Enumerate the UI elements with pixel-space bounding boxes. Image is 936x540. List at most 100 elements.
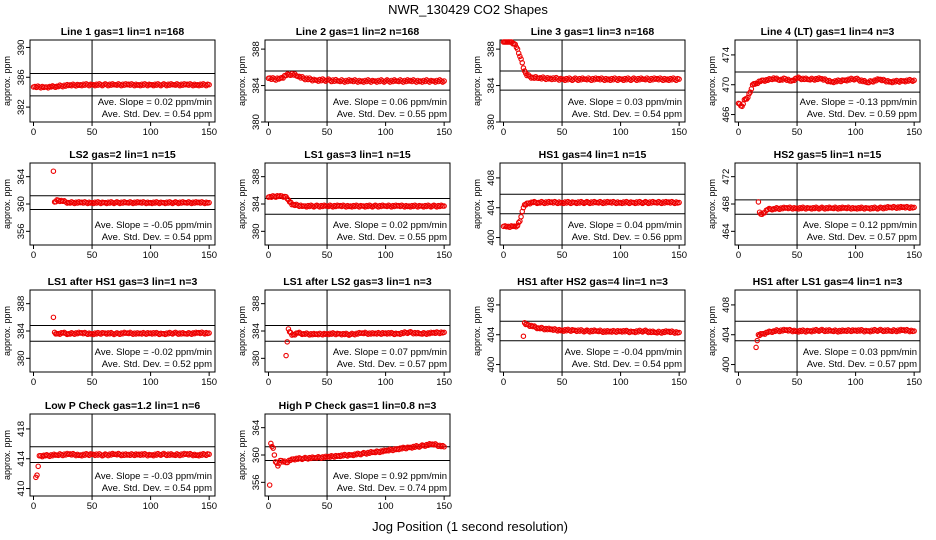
data-point	[92, 82, 98, 89]
y-axis-label: approx. ppm	[237, 306, 247, 356]
panel-10: LS1 after LS2 gas=3 lin=1 n=3 0 50 100 150 38…	[237, 276, 452, 388]
y-tick-label: 384	[486, 78, 497, 94]
data-point	[893, 328, 900, 335]
y-tick-label: 418	[16, 421, 27, 437]
y-axis-label: approx. ppm	[237, 179, 247, 229]
data-point	[423, 331, 430, 337]
x-tick-label: 150	[671, 250, 687, 261]
std-dev-annotation: Ave. Std. Dev. = 0.52 ppm	[102, 359, 212, 370]
data-point	[117, 331, 123, 338]
y-tick-label: 356	[16, 223, 27, 239]
x-tick-label: 0	[501, 127, 506, 138]
x-tick-label: 0	[501, 377, 506, 388]
data-point	[549, 76, 555, 83]
y-tick-label: 466	[721, 107, 732, 123]
plot-frame	[264, 39, 451, 123]
data-point	[867, 328, 873, 335]
data-point	[79, 453, 85, 459]
data-points	[266, 440, 447, 488]
data-point	[753, 344, 759, 351]
panel-title: LS1 after LS2 gas=3 lin=1 n=3	[283, 276, 432, 288]
x-tick-label: 150	[906, 250, 922, 261]
x-tick-label: 50	[87, 377, 98, 388]
data-point	[835, 329, 841, 335]
panel-12: HS1 after LS1 gas=4 lin=1 n=3 0 50 100 150 40…	[707, 276, 922, 388]
x-tick-label: 100	[143, 127, 159, 138]
data-point	[268, 440, 274, 447]
data-point	[50, 168, 57, 174]
data-point	[397, 331, 403, 337]
slope-annotation: Ave. Slope = 0.07 ppm/min	[333, 347, 447, 358]
y-tick-label: 384	[16, 323, 27, 339]
y-tick-label: 470	[721, 77, 732, 93]
x-tick-label: 50	[322, 377, 333, 388]
x-tick-label: 150	[436, 250, 452, 261]
slope-annotation: Ave. Slope = 0.04 ppm/min	[568, 220, 682, 231]
slope-annotation: Ave. Slope = 0.03 ppm/min	[803, 347, 917, 358]
y-tick-label: 414	[16, 451, 27, 467]
data-point	[911, 204, 917, 211]
x-tick-label: 0	[736, 250, 741, 261]
y-axis-label: approx. ppm	[2, 430, 12, 480]
data-points	[755, 199, 917, 218]
data-point	[776, 328, 783, 335]
data-point	[830, 79, 837, 86]
panel-13: Low P Check gas=1.2 lin=1 n=6 0 50 100 150 41…	[2, 400, 217, 512]
data-point	[441, 329, 447, 336]
y-tick-label: 380	[486, 114, 497, 130]
data-point	[858, 77, 865, 83]
y-tick-label: 468	[721, 196, 732, 212]
x-tick-label: 50	[557, 377, 568, 388]
std-dev-annotation: Ave. Std. Dev. = 0.56 ppm	[572, 232, 682, 243]
y-tick-label: 380	[16, 350, 27, 366]
std-dev-annotation: Ave. Std. Dev. = 0.54 ppm	[102, 109, 212, 120]
y-axis-label: approx. ppm	[237, 430, 247, 480]
y-axis-label: approx. ppm	[2, 56, 12, 106]
y-tick-label: 400	[486, 357, 497, 373]
data-point	[39, 453, 46, 460]
data-point	[105, 82, 111, 89]
y-tick-label: 388	[251, 296, 262, 312]
data-point	[196, 453, 202, 459]
x-tick-label: 100	[613, 377, 629, 388]
slope-annotation: Ave. Slope = 0.02 ppm/min	[98, 97, 212, 108]
panel-8: HS2 gas=5 lin=1 n=15 0 50 100 150 464 468 472 ap…	[707, 149, 922, 261]
panel-9: LS1 after HS1 gas=3 lin=1 n=3 0 50 100 150 38…	[2, 276, 217, 388]
data-point	[520, 333, 527, 339]
y-tick-label: 364	[16, 169, 27, 185]
slope-annotation: Ave. Slope = 0.12 ppm/min	[803, 220, 917, 231]
x-tick-label: 0	[31, 250, 36, 261]
data-point	[60, 452, 66, 459]
data-point	[177, 452, 183, 459]
std-dev-annotation: Ave. Std. Dev. = 0.57 ppm	[807, 359, 917, 370]
data-points	[500, 39, 682, 84]
std-dev-annotation: Ave. Std. Dev. = 0.55 ppm	[337, 109, 447, 120]
y-tick-label: 356	[251, 474, 262, 490]
y-tick-label: 474	[721, 47, 732, 63]
y-axis-label: approx. ppm	[472, 179, 482, 229]
x-tick-label: 100	[143, 250, 159, 261]
data-point	[270, 445, 276, 451]
x-tick-label: 100	[848, 377, 864, 388]
x-tick-label: 150	[201, 127, 217, 138]
std-dev-annotation: Ave. Std. Dev. = 0.57 ppm	[337, 359, 447, 370]
y-axis-label: approx. ppm	[472, 56, 482, 106]
data-point	[600, 200, 606, 207]
x-tick-label: 0	[266, 127, 271, 138]
data-point	[150, 82, 157, 89]
plot-frame	[499, 162, 686, 246]
data-points	[33, 450, 212, 481]
data-point	[318, 455, 324, 461]
slope-annotation: Ave. Slope = 0.92 ppm/min	[333, 471, 447, 482]
data-point	[203, 452, 209, 459]
x-tick-label: 150	[201, 501, 217, 512]
data-point	[441, 203, 447, 209]
data-point	[755, 199, 762, 205]
panel-title: LS1 gas=3 lin=1 n=15	[304, 149, 411, 161]
y-tick-label: 386	[16, 69, 27, 85]
data-point	[587, 329, 593, 335]
slope-annotation: Ave. Slope = -0.04 ppm/min	[565, 347, 682, 358]
x-tick-label: 50	[87, 250, 98, 261]
panel-title: Line 4 (LT) gas=1 lin=4 n=3	[761, 26, 895, 38]
data-point	[422, 443, 428, 449]
